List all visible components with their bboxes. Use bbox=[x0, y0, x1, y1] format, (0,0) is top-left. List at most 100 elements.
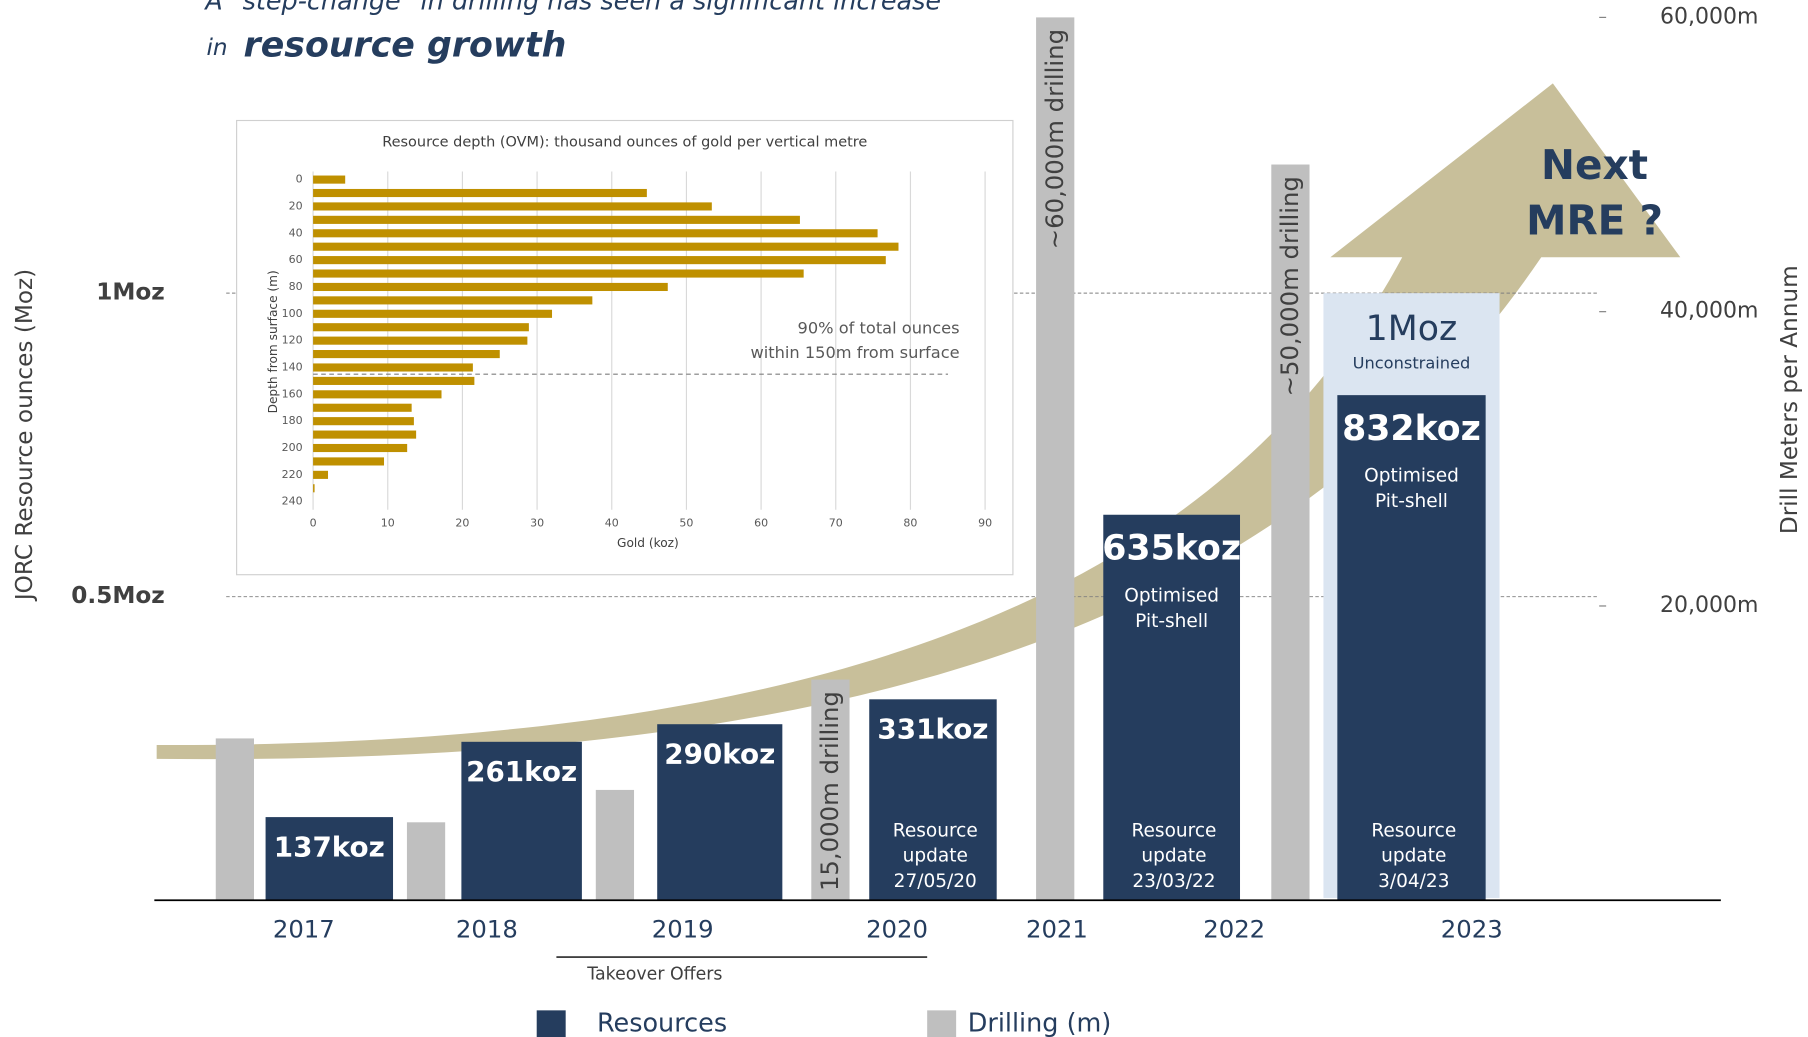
inset-bar bbox=[313, 323, 529, 332]
bar-note: Optimised bbox=[1124, 585, 1219, 606]
bar-note: update bbox=[1141, 846, 1206, 867]
y-tick-label: 0.5Moz bbox=[71, 582, 164, 609]
reference-text: within 150m from surface bbox=[751, 343, 960, 362]
drilling-label: 15,000m drilling bbox=[815, 691, 844, 891]
x-tick-label: 2021 bbox=[1026, 914, 1088, 943]
reference-text: 90% of total ounces bbox=[798, 319, 960, 338]
x-tick-label: 2019 bbox=[652, 914, 714, 943]
y-axis-label: JORC Resource ounces (Moz) bbox=[11, 269, 38, 602]
bar-note: Resource bbox=[1132, 820, 1217, 841]
resource-bar bbox=[1337, 395, 1486, 901]
bar-note: 27/05/20 bbox=[894, 871, 977, 892]
drilling-bar bbox=[215, 738, 254, 901]
inset-bar bbox=[313, 350, 500, 359]
title-in: in bbox=[206, 34, 227, 61]
inset-y-tick-label: 80 bbox=[289, 280, 303, 293]
inset-y-tick-label: 240 bbox=[282, 495, 303, 508]
legend-label: Resources bbox=[597, 1008, 727, 1037]
bar-note: update bbox=[1381, 846, 1446, 867]
inset-bar bbox=[313, 269, 804, 278]
inset-bar bbox=[313, 242, 899, 251]
inset-bar bbox=[313, 470, 329, 479]
inset-y-tick-label: 200 bbox=[282, 441, 303, 454]
inset-bar bbox=[313, 363, 473, 372]
inset-title: Resource depth (OVM): thousand ounces of… bbox=[382, 135, 867, 151]
resource-label: 290koz bbox=[664, 737, 775, 770]
drilling-label: ~50,000m drilling bbox=[1275, 176, 1304, 396]
inset-x-tick-label: 80 bbox=[903, 517, 917, 530]
inset-bar bbox=[313, 188, 647, 198]
legend-swatch bbox=[536, 1010, 566, 1037]
inset-bar bbox=[313, 443, 408, 453]
inset-bar bbox=[313, 282, 668, 292]
title-emphasis: resource growth bbox=[244, 25, 567, 65]
bar-note: Pit-shell bbox=[1135, 611, 1208, 632]
inset-x-label: Gold (koz) bbox=[617, 536, 679, 550]
inset-y-tick-label: 40 bbox=[289, 226, 303, 239]
drilling-bar bbox=[1036, 17, 1075, 901]
inset-bar bbox=[313, 309, 553, 318]
inset-bar bbox=[313, 336, 528, 345]
arrow-text: Next bbox=[1541, 141, 1648, 189]
unconstrained-text: Unconstrained bbox=[1353, 353, 1471, 372]
bar-note: Resource bbox=[893, 820, 978, 841]
title-line: A "step-change" in drilling has seen a s… bbox=[203, 0, 941, 16]
x-tick-label: 2017 bbox=[273, 914, 335, 943]
inset-y-tick-label: 20 bbox=[289, 199, 303, 212]
inset-x-tick-label: 90 bbox=[978, 517, 992, 530]
inset-y-tick-label: 120 bbox=[282, 334, 303, 347]
legend-swatch bbox=[927, 1010, 957, 1037]
inset-bar bbox=[313, 376, 475, 385]
inset-y-tick-label: 140 bbox=[282, 360, 303, 373]
resource-bar bbox=[265, 817, 394, 901]
resource-bar bbox=[461, 741, 582, 901]
drilling-bar bbox=[1271, 164, 1310, 901]
bar-note: 23/03/22 bbox=[1132, 871, 1215, 892]
inset-y-tick-label: 100 bbox=[282, 307, 303, 320]
drilling-bar bbox=[406, 822, 446, 901]
inset-x-tick-label: 70 bbox=[829, 517, 843, 530]
resource-label: 331koz bbox=[877, 713, 988, 746]
bar-note: 3/04/23 bbox=[1378, 871, 1449, 892]
y-tick-label: 1Moz bbox=[96, 279, 165, 306]
inset-y-tick-label: 180 bbox=[282, 414, 303, 427]
inset-x-tick-label: 60 bbox=[754, 517, 768, 530]
inset-bar bbox=[313, 175, 346, 184]
inset-bar bbox=[313, 390, 442, 399]
resource-label: 261koz bbox=[466, 755, 577, 788]
inset-bar bbox=[313, 229, 878, 238]
inset-bar bbox=[313, 296, 593, 305]
resource-bar bbox=[869, 699, 997, 901]
arrow-text: MRE ? bbox=[1526, 197, 1663, 245]
inset-y-tick-label: 220 bbox=[282, 468, 303, 481]
drilling-label: ~60,000m drilling bbox=[1040, 29, 1069, 249]
x-tick-label: 2018 bbox=[456, 914, 518, 943]
bar-note: Resource bbox=[1371, 820, 1456, 841]
y2-tick-label: 20,000m bbox=[1660, 593, 1758, 618]
resource-bar bbox=[657, 724, 783, 901]
inset-bar bbox=[313, 202, 712, 211]
inset-x-tick-label: 30 bbox=[530, 517, 544, 530]
x-tick-label: 2020 bbox=[866, 914, 928, 943]
main-chart: A "step-change" in drilling has seen a s… bbox=[11, 0, 1803, 1037]
inset-chart: Resource depth (OVM): thousand ounces of… bbox=[266, 135, 992, 550]
inset-bar bbox=[313, 215, 800, 224]
resource-label: 635koz bbox=[1102, 529, 1241, 569]
bar-note: Optimised bbox=[1364, 466, 1459, 487]
inset-x-tick-label: 40 bbox=[605, 517, 619, 530]
resource-label: 137koz bbox=[274, 830, 385, 863]
resource-label: 832koz bbox=[1342, 409, 1481, 449]
inset-y-tick-label: 0 bbox=[296, 173, 303, 186]
inset-y-tick-label: 160 bbox=[282, 387, 303, 400]
drilling-bar bbox=[811, 679, 850, 901]
bar-note: Pit-shell bbox=[1375, 491, 1448, 512]
bracket-label: Takeover Offers bbox=[586, 964, 722, 984]
y-tick-label: +1.5Moz bbox=[52, 0, 165, 2]
inset-x-tick-label: 10 bbox=[381, 517, 395, 530]
x-tick-label: 2022 bbox=[1203, 914, 1265, 943]
unconstrained-label: 1Moz bbox=[1366, 309, 1458, 349]
x-tick-label: 2023 bbox=[1441, 914, 1503, 943]
inset-y-label: Depth from surface (m) bbox=[266, 270, 280, 413]
inset-x-tick-label: 50 bbox=[679, 517, 693, 530]
